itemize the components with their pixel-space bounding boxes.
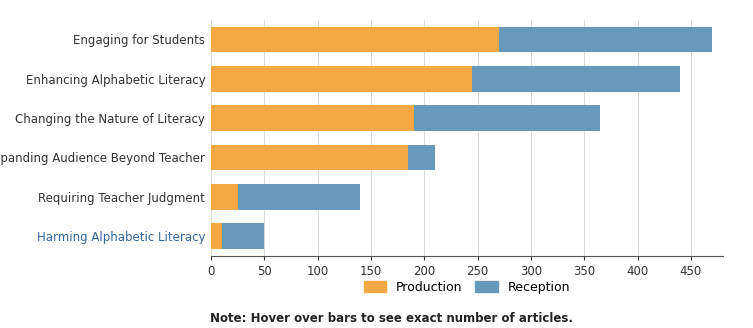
Bar	[408, 145, 435, 170]
Bar	[221, 223, 264, 249]
Bar	[211, 66, 472, 92]
Bar	[211, 223, 221, 249]
Bar	[211, 27, 499, 52]
Bar	[211, 184, 237, 210]
Bar	[499, 27, 712, 52]
Legend: Production, Reception: Production, Reception	[358, 276, 575, 299]
Text: Note: Hover over bars to see exact number of articles.: Note: Hover over bars to see exact numbe…	[210, 312, 573, 325]
Bar	[237, 184, 360, 210]
Bar	[211, 105, 413, 131]
Bar	[413, 105, 600, 131]
Bar	[472, 66, 680, 92]
Bar	[211, 145, 408, 170]
